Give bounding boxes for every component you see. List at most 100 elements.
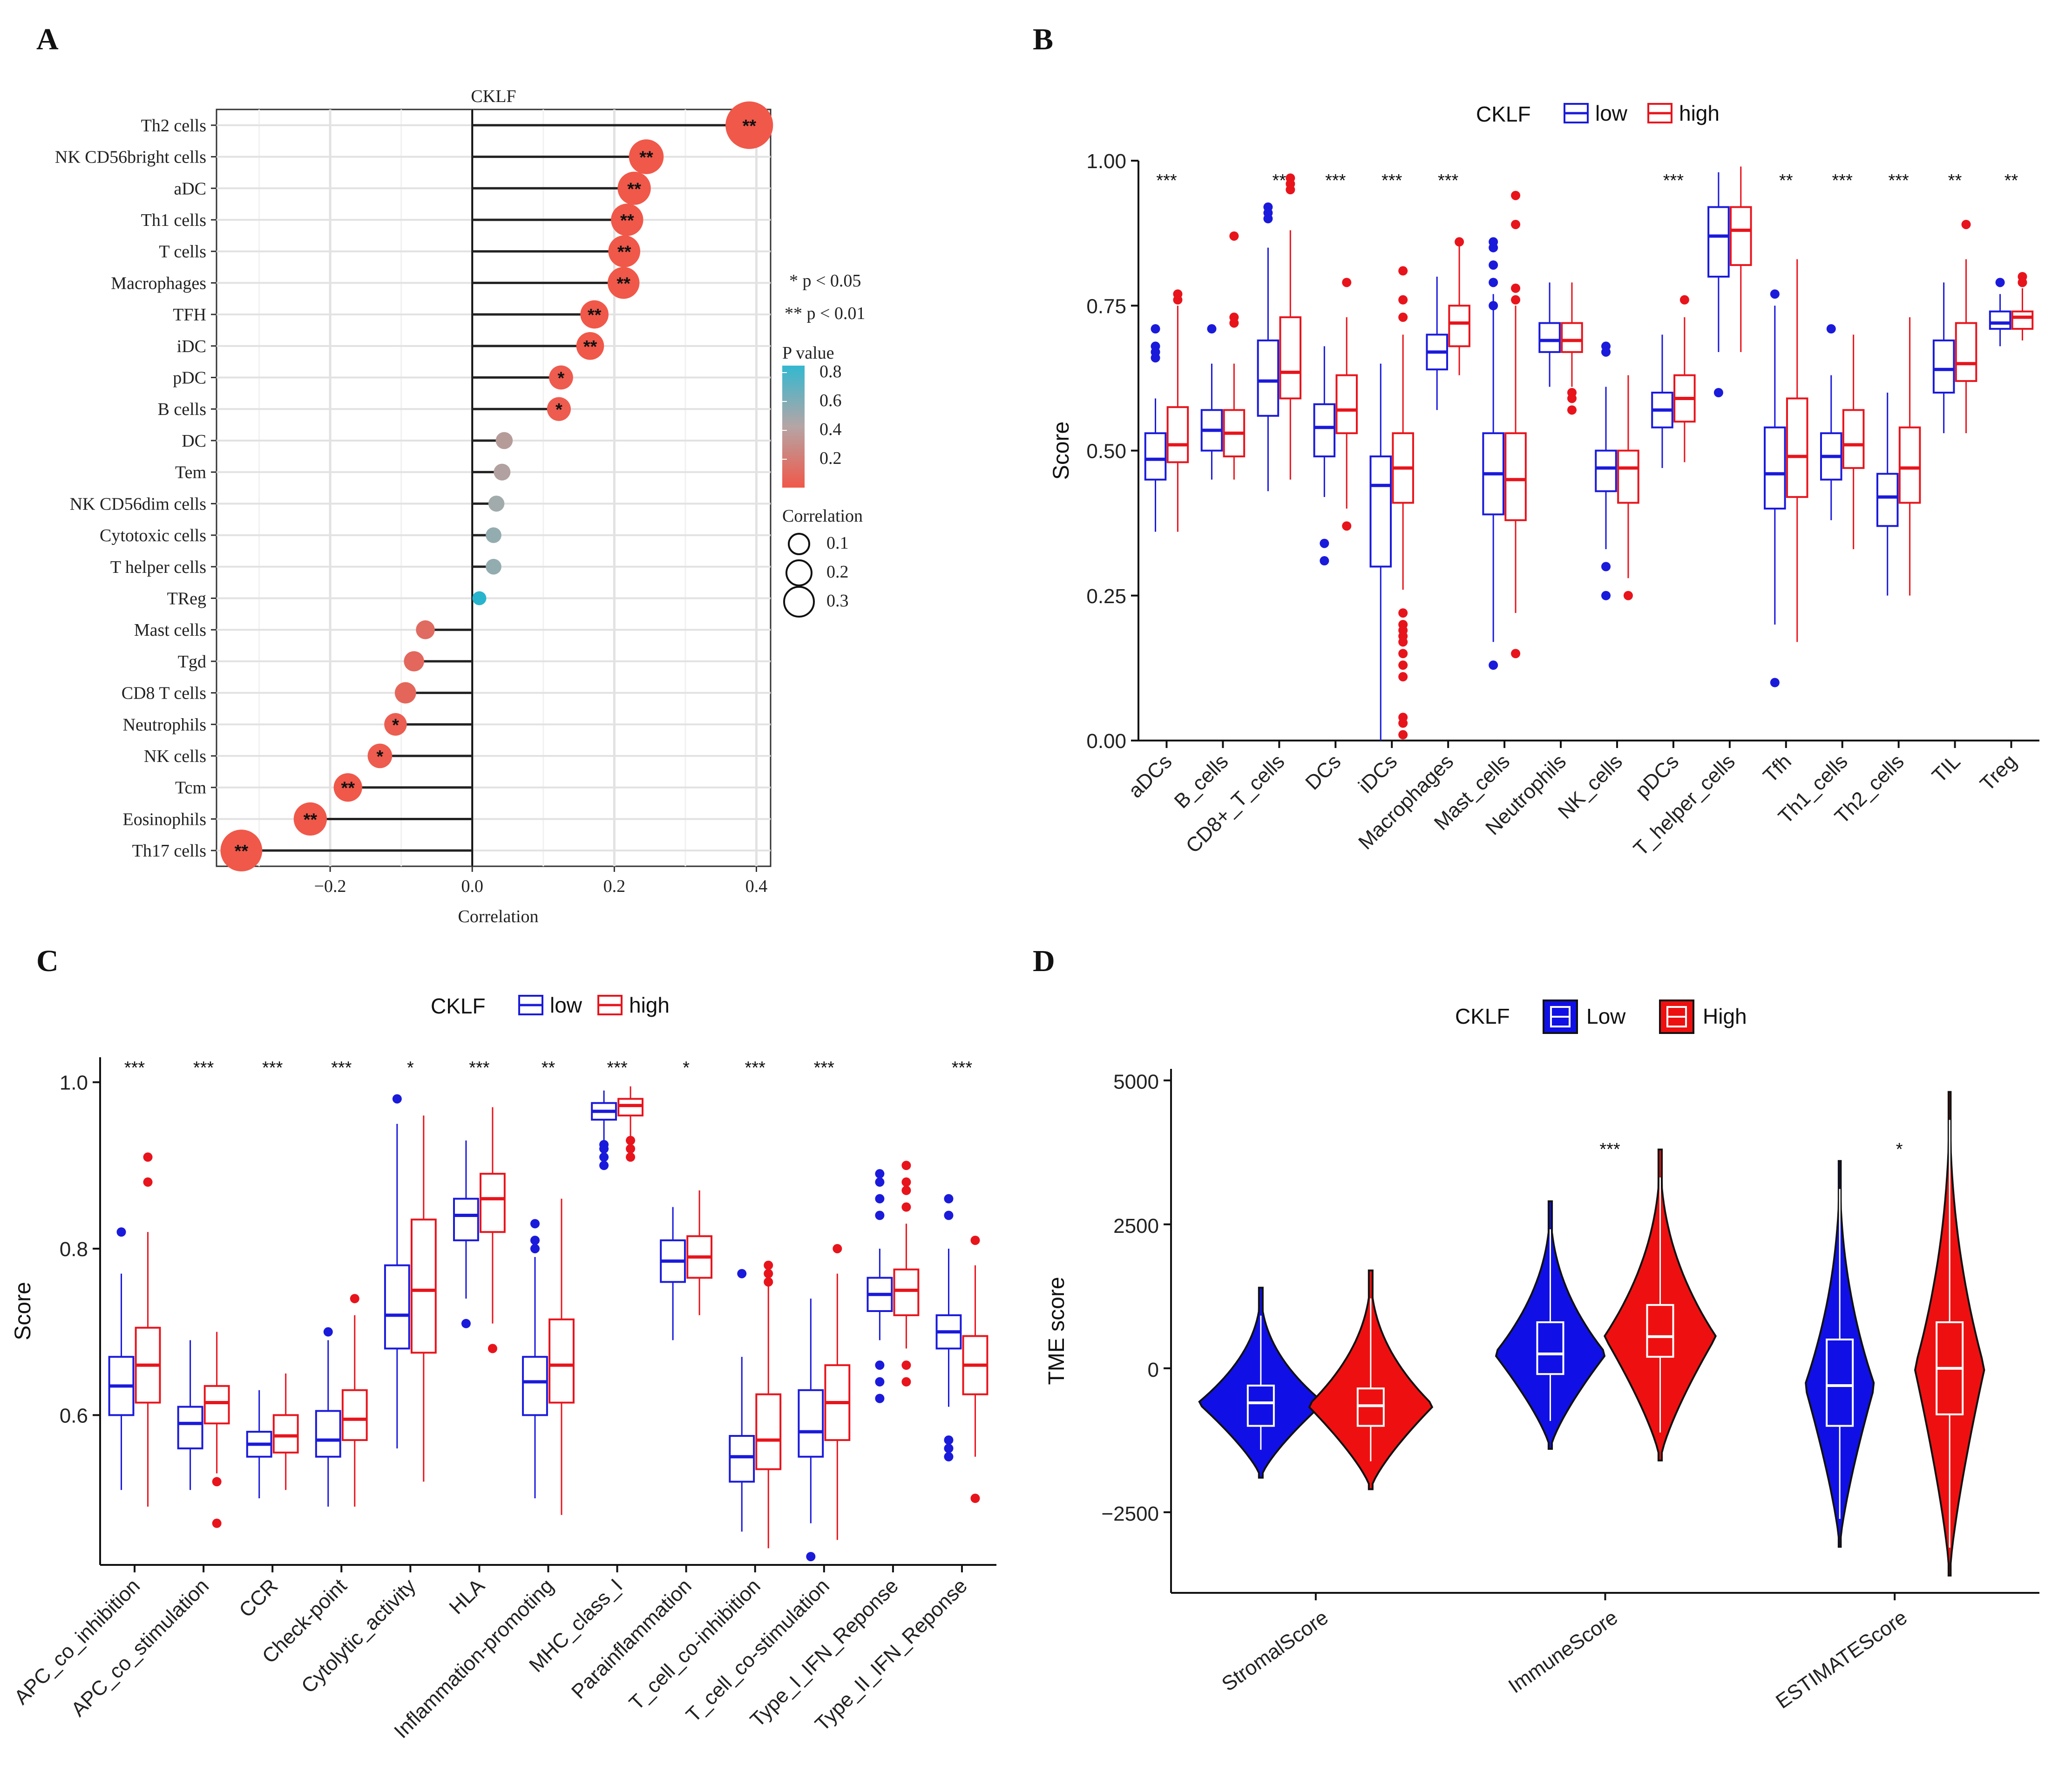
outlier-low: [875, 1360, 885, 1370]
box-high: [410, 1218, 437, 1354]
violin-box-high: [1356, 1387, 1385, 1427]
violin-box-low: [1536, 1321, 1564, 1375]
significance-mark: **: [304, 810, 318, 829]
outlier-low: [1489, 660, 1498, 670]
x-tick-label: CD8+_T_cells: [1182, 750, 1289, 857]
x-tick-label: 0.0: [461, 877, 483, 896]
lollipop-point: [576, 332, 604, 360]
panel-label-d: D: [1033, 944, 1055, 978]
box-high: [1898, 426, 1921, 504]
y-tick-label: 0.8: [60, 1238, 88, 1261]
x-tick-label: Treg: [1976, 750, 2021, 795]
outlier-low: [944, 1435, 954, 1445]
panel-label-b: B: [1033, 22, 1053, 56]
significance-mark: ***: [745, 1058, 766, 1078]
outlier-high: [970, 1236, 980, 1245]
panel-label-c: C: [36, 944, 59, 978]
x-tick-label: T_cell_co-inhibition: [625, 1574, 765, 1714]
significance-mark: **: [639, 148, 653, 168]
row-label: Cytotoxic cells: [100, 526, 206, 545]
lollipop-point: [486, 558, 501, 575]
significance-mark: ***: [607, 1058, 628, 1078]
significance-mark: **: [2004, 171, 2018, 190]
box-low: [1144, 432, 1167, 481]
row-label: TFH: [173, 305, 206, 325]
panel-c-boxplot: 0.60.81.0Score***APC_co_inhibition***APC…: [10, 993, 996, 1743]
significance-mark: **: [742, 116, 756, 136]
outlier-high: [2018, 272, 2027, 281]
outlier-low: [1770, 678, 1780, 687]
outlier-high: [1398, 713, 1408, 722]
outlier-low: [1263, 202, 1273, 212]
significance-mark: **: [583, 337, 597, 357]
legend-label: high: [1679, 101, 1720, 125]
x-tick-label: Cytolytic_activity: [297, 1574, 420, 1698]
lollipop-point: [293, 802, 327, 836]
outlier-low: [599, 1161, 609, 1170]
significance-mark: **: [542, 1058, 555, 1078]
outlier-high: [833, 1244, 842, 1253]
box-low: [798, 1389, 824, 1458]
lollipop-point: [384, 713, 407, 736]
outlier-high: [1229, 313, 1239, 322]
outlier-high: [970, 1494, 980, 1503]
box-low: [1764, 426, 1786, 510]
lollipop-point: [580, 300, 609, 329]
y-tick-label: 1.0: [60, 1072, 88, 1095]
x-tick-label: Parainflammation: [567, 1574, 696, 1703]
significance-mark: ***: [1156, 171, 1177, 190]
outlier-low: [944, 1210, 954, 1220]
box-high: [341, 1389, 368, 1441]
significance-mark: **: [1948, 171, 1962, 190]
lollipop-point: [472, 591, 487, 605]
outlier-high: [212, 1518, 222, 1528]
outlier-high: [764, 1260, 773, 1270]
outlier-low: [1713, 388, 1723, 397]
box-high: [1842, 409, 1865, 469]
y-tick-label: 2500: [1113, 1215, 1159, 1237]
box-high: [2011, 310, 2034, 330]
y-tick-label: 0.50: [1086, 440, 1126, 463]
outlier-high: [1342, 278, 1352, 287]
outlier-high: [901, 1377, 911, 1387]
significance-mark: **: [1273, 171, 1287, 190]
outlier-low: [1601, 562, 1611, 571]
x-tick-label: TIL: [1928, 750, 1965, 787]
outlier-low: [737, 1269, 747, 1278]
significance-mark: *: [683, 1058, 690, 1078]
x-tick-label: HLA: [445, 1574, 489, 1619]
panel-label-a: A: [36, 22, 59, 56]
row-label: DC: [182, 431, 206, 451]
outlier-high: [626, 1144, 636, 1154]
significance-mark: **: [616, 274, 630, 293]
outlier-low: [530, 1236, 540, 1245]
significance-mark: **: [341, 779, 355, 798]
row-label: Th2 cells: [141, 116, 206, 136]
legend-title: CKLF: [1476, 102, 1531, 126]
box-high: [617, 1098, 643, 1117]
row-label: Macrophages: [111, 273, 206, 293]
violin-low: [1805, 1160, 1875, 1548]
legend-size-tick: 0.3: [826, 591, 849, 611]
x-tick-label: ESTIMATEScore: [1772, 1606, 1911, 1713]
outlier-high: [1567, 405, 1577, 415]
y-tick-label: 0.6: [60, 1404, 88, 1427]
x-tick-label: APC_co_stimulation: [67, 1574, 213, 1721]
outlier-low: [875, 1194, 885, 1203]
row-label: TReg: [167, 589, 206, 608]
outlier-high: [212, 1477, 222, 1487]
box-low: [453, 1197, 479, 1242]
box-low: [1257, 339, 1280, 417]
outlier-high: [901, 1202, 911, 1212]
significance-mark: ***: [1832, 171, 1853, 190]
row-label: Mast cells: [134, 620, 206, 640]
box-low: [729, 1435, 755, 1483]
legend-label: High: [1703, 1004, 1747, 1028]
lollipop-point: [220, 829, 263, 872]
box-low: [384, 1264, 410, 1350]
outlier-high: [1286, 173, 1295, 183]
outlier-high: [143, 1152, 153, 1162]
y-axis-title: TME score: [1044, 1277, 1069, 1385]
significance-mark: ***: [1888, 171, 1909, 190]
outlier-low: [1826, 324, 1836, 334]
